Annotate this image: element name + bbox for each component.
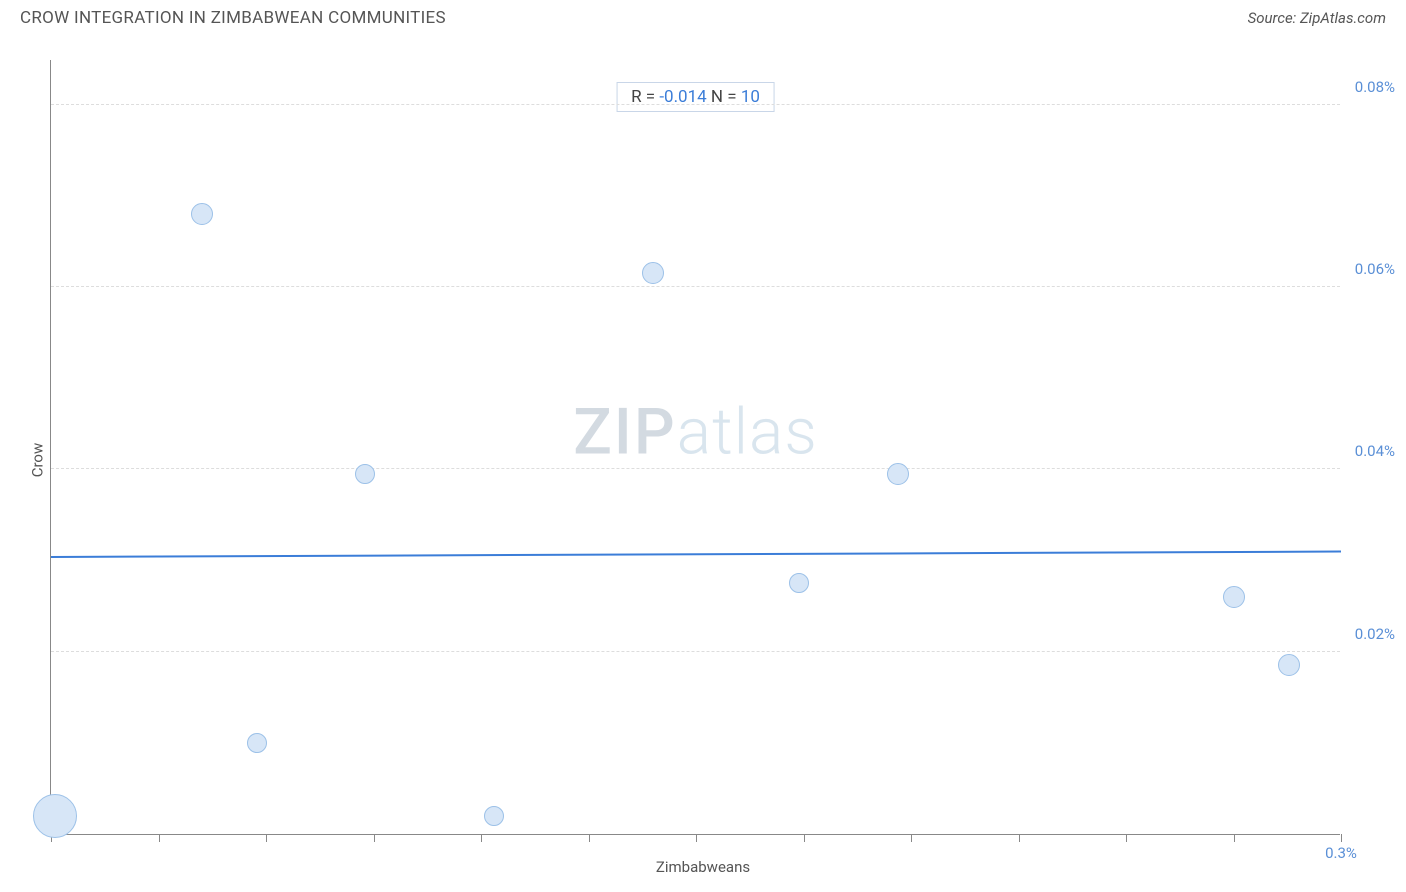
chart-title: CROW INTEGRATION IN ZIMBABWEAN COMMUNITI…: [20, 8, 446, 28]
stats-box: R = -0.014 N = 10: [616, 82, 775, 112]
y-tick-label: 0.04%: [1355, 442, 1395, 460]
x-tick: [1234, 834, 1235, 842]
chart-header: CROW INTEGRATION IN ZIMBABWEAN COMMUNITI…: [0, 0, 1406, 28]
y-tick-label: 0.08%: [1355, 78, 1395, 96]
data-point: [247, 733, 267, 753]
data-point: [789, 573, 809, 593]
data-point: [191, 203, 213, 225]
chart-container: Crow Zimbabweans R = -0.014 N = 10 ZIPat…: [20, 40, 1386, 880]
x-tick: [1126, 834, 1127, 842]
x-tick: [481, 834, 482, 842]
x-tick: [159, 834, 160, 842]
gridline-h: [51, 286, 1340, 287]
gridline-h: [51, 104, 1340, 105]
x-tick: [911, 834, 912, 842]
source-attribution: Source: ZipAtlas.com: [1248, 9, 1386, 27]
gridline-h: [51, 468, 1340, 469]
x-tick: [696, 834, 697, 842]
data-point: [33, 794, 77, 838]
data-point: [484, 806, 504, 826]
data-point: [355, 464, 375, 484]
x-tick: [1019, 834, 1020, 842]
x-tick: [266, 834, 267, 842]
watermark: ZIPatlas: [573, 394, 818, 469]
plot-area: R = -0.014 N = 10 ZIPatlas 0.02%0.04%0.0…: [50, 60, 1340, 835]
x-tick: [374, 834, 375, 842]
x-tick: [1341, 834, 1342, 842]
x-tick: [589, 834, 590, 842]
data-point: [1278, 654, 1300, 676]
watermark-atlas: atlas: [677, 394, 818, 469]
y-tick-label: 0.02%: [1355, 625, 1395, 643]
y-axis-label: Crow: [28, 443, 46, 478]
y-tick-label: 0.06%: [1355, 260, 1395, 278]
watermark-zip: ZIP: [573, 394, 677, 469]
gridline-h: [51, 651, 1340, 652]
x-tick: [804, 834, 805, 842]
data-point: [1223, 586, 1245, 608]
data-point: [642, 262, 664, 284]
data-point: [887, 463, 909, 485]
trendline: [51, 550, 1341, 557]
x-axis-label: Zimbabweans: [656, 858, 750, 876]
x-tick-label: 0.3%: [1325, 844, 1357, 862]
